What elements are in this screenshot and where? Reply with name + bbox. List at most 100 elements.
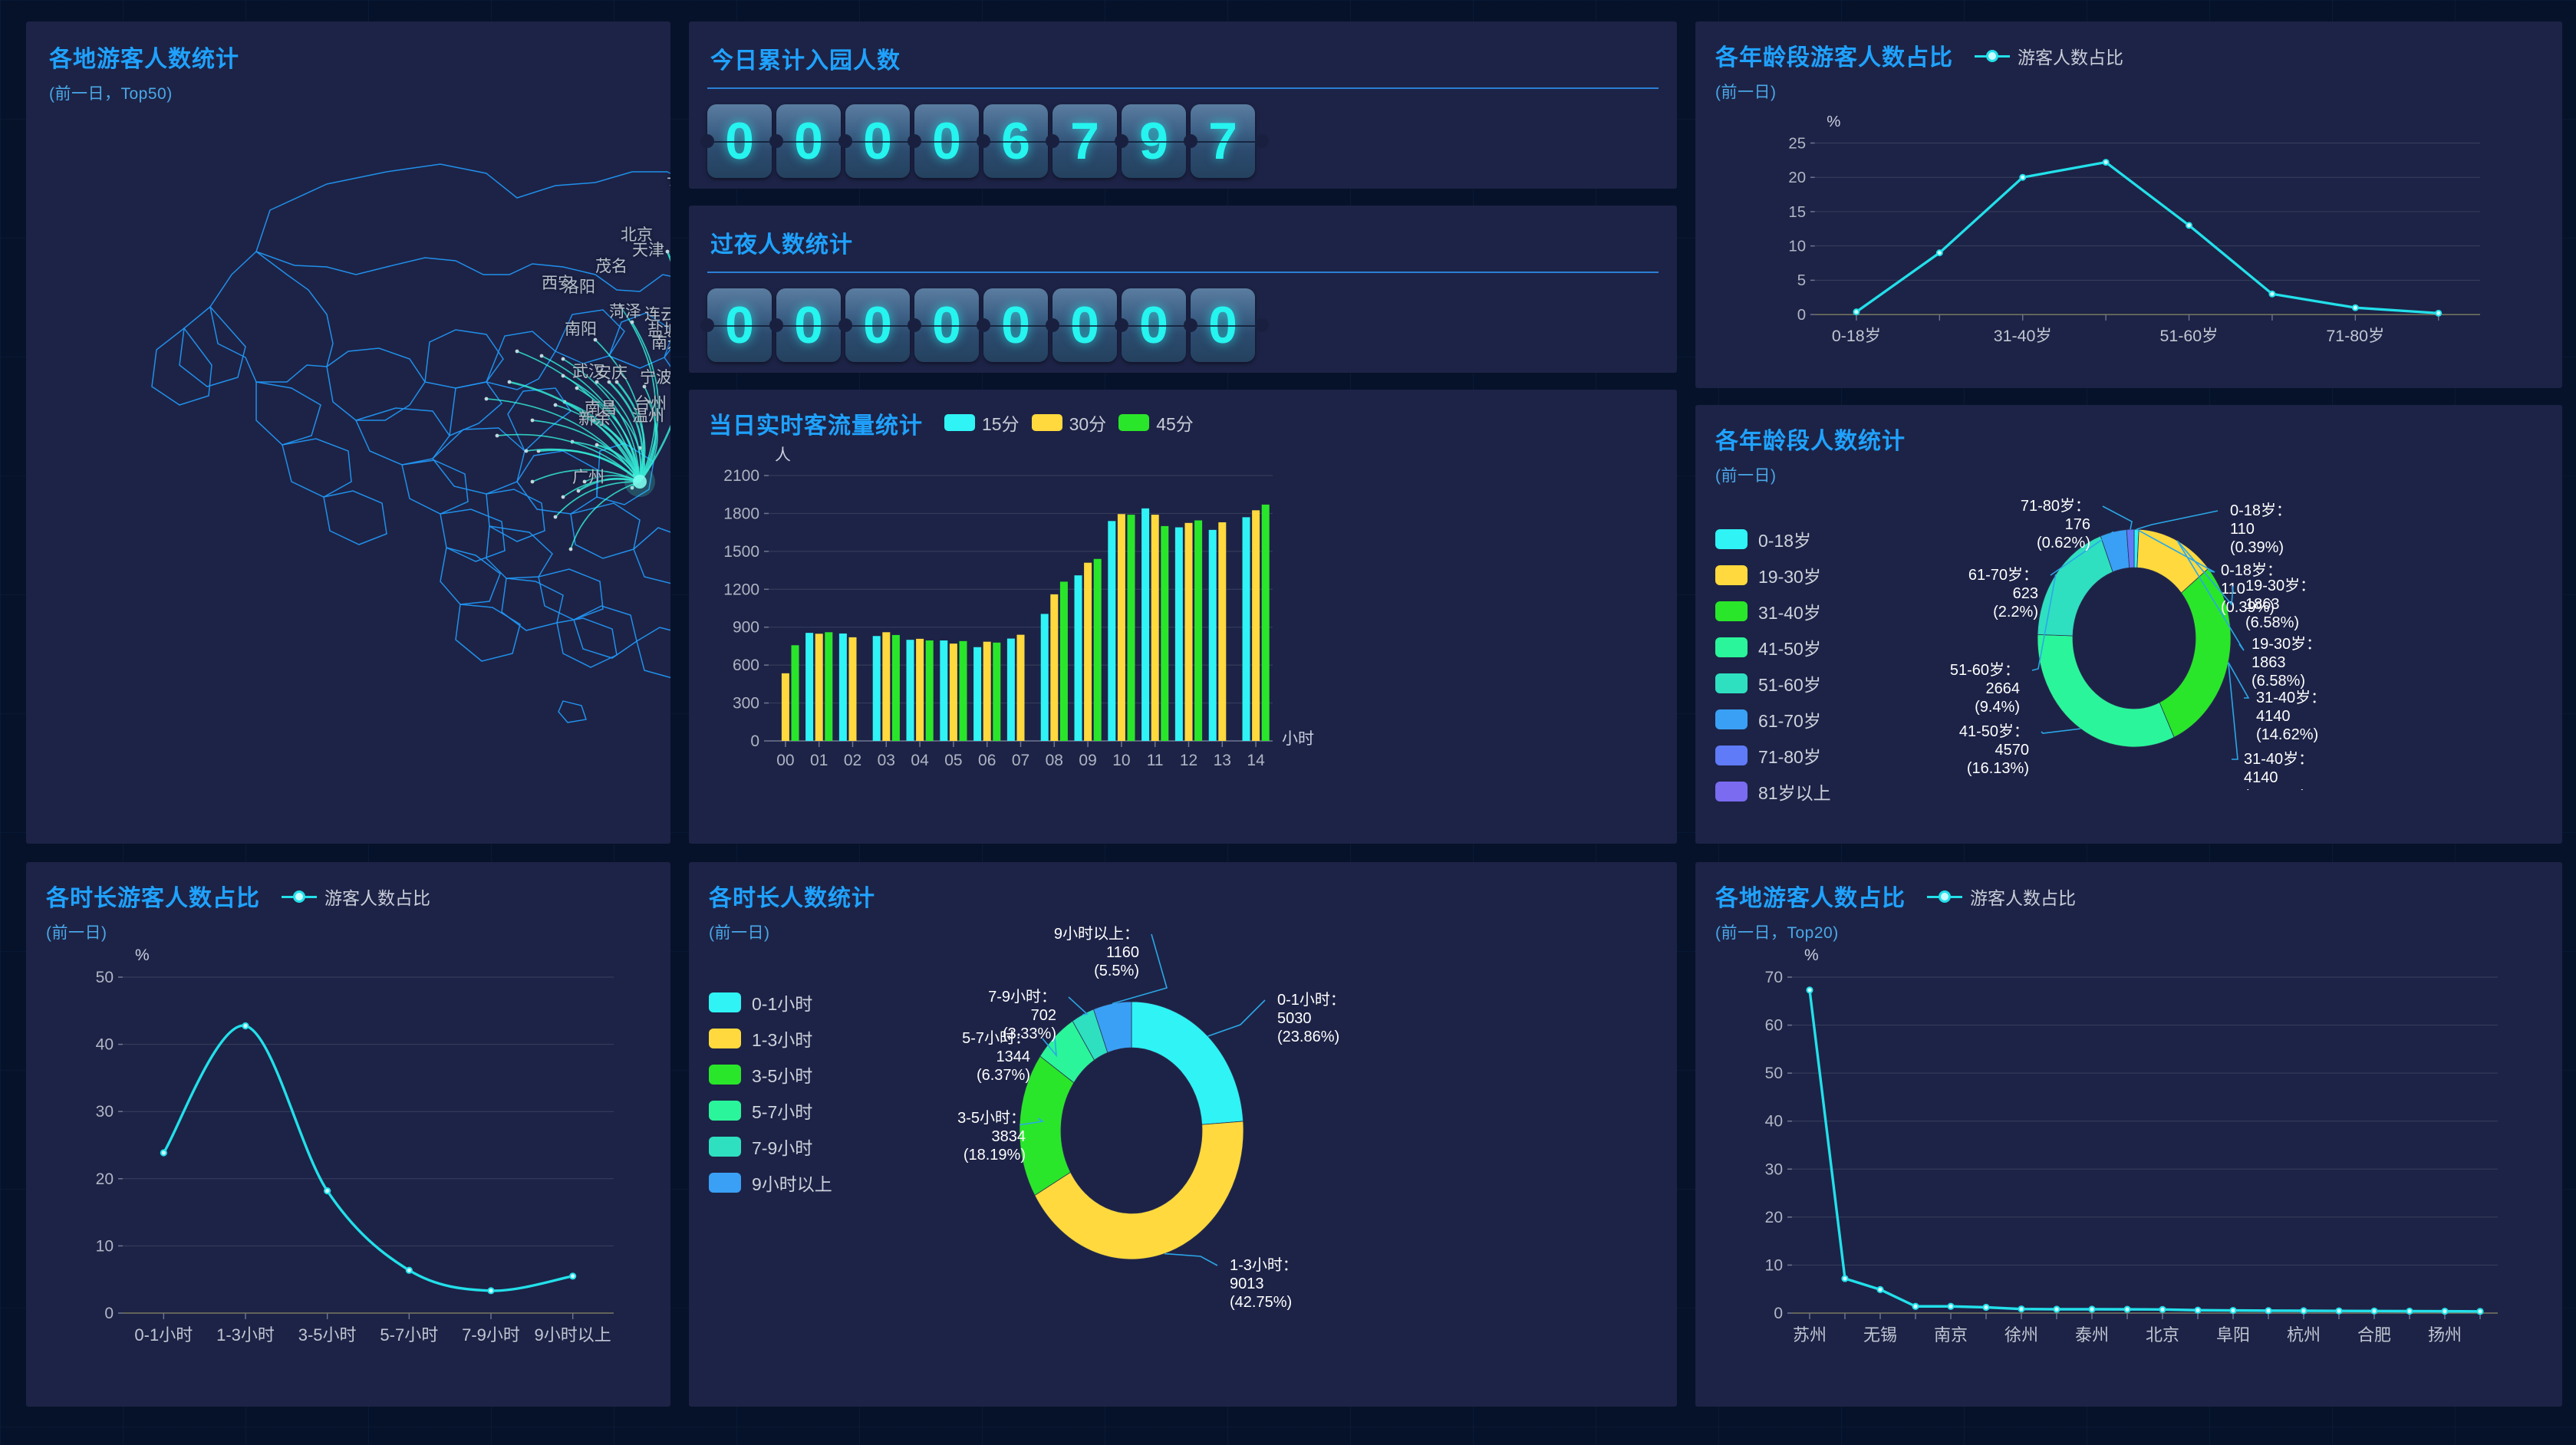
svg-text:(18.19%): (18.19%)	[964, 1147, 1026, 1164]
map-city-label: 洛阳	[563, 278, 595, 296]
svg-text:(0.39%): (0.39%)	[2221, 599, 2275, 616]
svg-text:7-9小时：: 7-9小时：	[988, 988, 1056, 1006]
legend-label: 0-1小时	[752, 994, 813, 1014]
digit-card: 7	[1191, 104, 1255, 178]
duration-ratio-header: 各时长游客人数占比 (前一日) 游客人数占比	[46, 879, 651, 943]
legend-item[interactable]: 81岁以上	[1715, 778, 1831, 805]
svg-text:%: %	[1827, 114, 1840, 130]
duration-counts-title: 各时长人数统计	[709, 886, 875, 911]
svg-text:900: 900	[733, 619, 759, 637]
map-city-label: 连云港	[644, 306, 670, 324]
digit-card: 0	[707, 288, 772, 362]
legend-label: 游客人数占比	[324, 888, 430, 908]
line-marker-icon	[282, 890, 317, 903]
age-ratio-line-svg: % 0 5 10 15 20 25 0-18岁 31-40岁 51-60岁 71-80岁	[1788, 114, 2480, 345]
legend-label: 3-5小时	[752, 1066, 813, 1086]
legend-item[interactable]: 0-1小时	[709, 989, 832, 1015]
svg-text:04: 04	[911, 752, 929, 769]
age-counts-legend: 0-18岁 19-30岁 31-40岁 41-50岁 51-60岁 61-70岁 71-80…	[1715, 506, 1831, 827]
digit-card: 0	[707, 104, 772, 178]
svg-text:5030: 5030	[1277, 1010, 1312, 1027]
svg-text:61-70岁：: 61-70岁：	[1968, 566, 2037, 584]
map-subtitle: (前一日，Top50)	[49, 85, 173, 103]
legend-item[interactable]: 61-70岁	[1715, 706, 1831, 732]
svg-text:00: 00	[776, 752, 794, 769]
today-total-title: 今日累计入园人数	[710, 48, 901, 74]
svg-text:%: %	[135, 946, 150, 964]
svg-text:1344: 1344	[996, 1048, 1030, 1065]
realtime-flow-legend: 15分 30分 45分	[944, 407, 1194, 436]
legend-item[interactable]: 5-7小时	[709, 1098, 832, 1124]
duration-ratio-subtitle: (前一日)	[46, 924, 107, 942]
map-header: 各地游客人数统计 (前一日，Top50)	[49, 40, 647, 104]
age-ratio-title: 各年龄段游客人数占比	[1715, 45, 1953, 71]
legend-item[interactable]: 19-30岁	[1715, 562, 1831, 588]
legend-item[interactable]: 31-40岁	[1715, 598, 1831, 624]
svg-text:623: 623	[2012, 585, 2037, 602]
legend-item[interactable]: 1-3小时	[709, 1025, 832, 1052]
legend-item-30min[interactable]: 30分	[1031, 410, 1106, 436]
svg-text:(6.37%): (6.37%)	[977, 1067, 1030, 1084]
svg-text:(16.13%): (16.13%)	[1966, 760, 2028, 777]
age-ratio-legend[interactable]: 游客人数占比	[1975, 38, 2123, 69]
legend-item[interactable]: 3-5小时	[709, 1062, 832, 1088]
svg-text:30: 30	[1765, 1160, 1783, 1178]
legend-item[interactable]: 71-80岁	[1715, 742, 1831, 769]
svg-text:702: 702	[1030, 1007, 1056, 1024]
map-canvas[interactable]: 长春北京天津茂名菏泽西安洛阳连云港南阳盐城南通武汉安庆宁波南昌台州新余温州广州 …	[26, 21, 670, 844]
digit-value: 0	[1070, 296, 1099, 354]
svg-text:9小时以上：: 9小时以上：	[1054, 925, 1139, 943]
svg-text:2100: 2100	[723, 467, 759, 485]
age-counts-panel: 各年龄段人数统计 (前一日) 0-18岁 19-30岁 31-40岁 41-50岁 51…	[1695, 405, 2562, 844]
svg-text:10: 10	[96, 1237, 114, 1255]
svg-text:51-60岁: 51-60岁	[2160, 327, 2219, 345]
region-ratio-title: 各地游客人数占比	[1715, 886, 1906, 911]
svg-text:20: 20	[96, 1170, 114, 1188]
svg-text:19-30岁：: 19-30岁：	[2252, 635, 2321, 653]
map-city-label: 西安	[542, 275, 574, 292]
legend-swatch-icon	[709, 1065, 741, 1085]
legend-swatch-icon	[1715, 673, 1748, 693]
legend-item[interactable]: 0-18岁	[1715, 526, 1831, 552]
legend-label: 游客人数占比	[1970, 888, 2076, 908]
overnight-panel: 过夜人数统计 0 0 0 0 0 0 0 0	[689, 206, 1677, 373]
svg-text:14: 14	[1247, 752, 1265, 769]
legend-item-45min[interactable]: 45分	[1118, 410, 1194, 436]
realtime-flow-header: 当日实时客流量统计 15分 30分 45分	[709, 407, 1657, 440]
svg-text:15: 15	[1788, 204, 1806, 221]
svg-text:07: 07	[1012, 752, 1029, 769]
age-counts-pie[interactable]: 0-18岁： 110 (0.39%) 0-18岁： 110 (0.39%) 19-30岁： 1…	[1831, 497, 2542, 827]
legend-item-15min[interactable]: 15分	[944, 410, 1020, 436]
svg-text:30: 30	[96, 1103, 114, 1121]
svg-text:300: 300	[733, 695, 759, 713]
region-ratio-legend[interactable]: 游客人数占比	[1927, 879, 2076, 910]
legend-item[interactable]: 51-60岁	[1715, 670, 1831, 696]
legend-item[interactable]: 7-9小时	[709, 1134, 832, 1160]
legend-label: 71-80岁	[1758, 747, 1821, 767]
map-city-label: 天津	[632, 242, 664, 259]
digit-card: 0	[1052, 288, 1117, 362]
digit-value: 9	[1139, 112, 1168, 170]
svg-text:50: 50	[1765, 1065, 1783, 1082]
legend-item[interactable]: 41-50岁	[1715, 634, 1831, 660]
map-city-label: 台州	[634, 395, 667, 413]
digit-card: 7	[1052, 104, 1117, 178]
today-total-panel: 今日累计入园人数 0 0 0 0 6 7 9 7	[689, 21, 1677, 189]
bar-chart-svg: 人小时 0 300 600 900 1200 1500 1800 2100 00 01 02 03 04 0…	[723, 446, 1314, 769]
duration-ratio-legend[interactable]: 游客人数占比	[282, 879, 430, 910]
map-city-label: 盐城	[647, 321, 670, 339]
digit-card: 0	[1122, 288, 1186, 362]
svg-text:(23.86%): (23.86%)	[1277, 1029, 1339, 1045]
legend-item[interactable]: 9小时以上	[709, 1170, 832, 1196]
legend-label: 45分	[1156, 414, 1194, 434]
svg-text:4140: 4140	[2256, 708, 2291, 725]
svg-text:小时: 小时	[1282, 730, 1314, 748]
legend-swatch-icon	[1715, 637, 1748, 657]
legend-label: 7-9小时	[752, 1138, 813, 1158]
svg-text:40: 40	[96, 1036, 114, 1054]
realtime-flow-chart: 人小时 0 300 600 900 1200 1500 1800 2100 00 01 02 03 04 0…	[709, 440, 1657, 827]
map-city-label: 南阳	[565, 321, 597, 338]
svg-text:(2.2%): (2.2%)	[1993, 604, 2038, 620]
legend-swatch-icon	[1118, 414, 1150, 431]
duration-counts-pie[interactable]: 0-1小时： 5030 (23.86%) 1-3小时： 9013 (42.75%) 3-5小…	[832, 925, 1657, 1390]
